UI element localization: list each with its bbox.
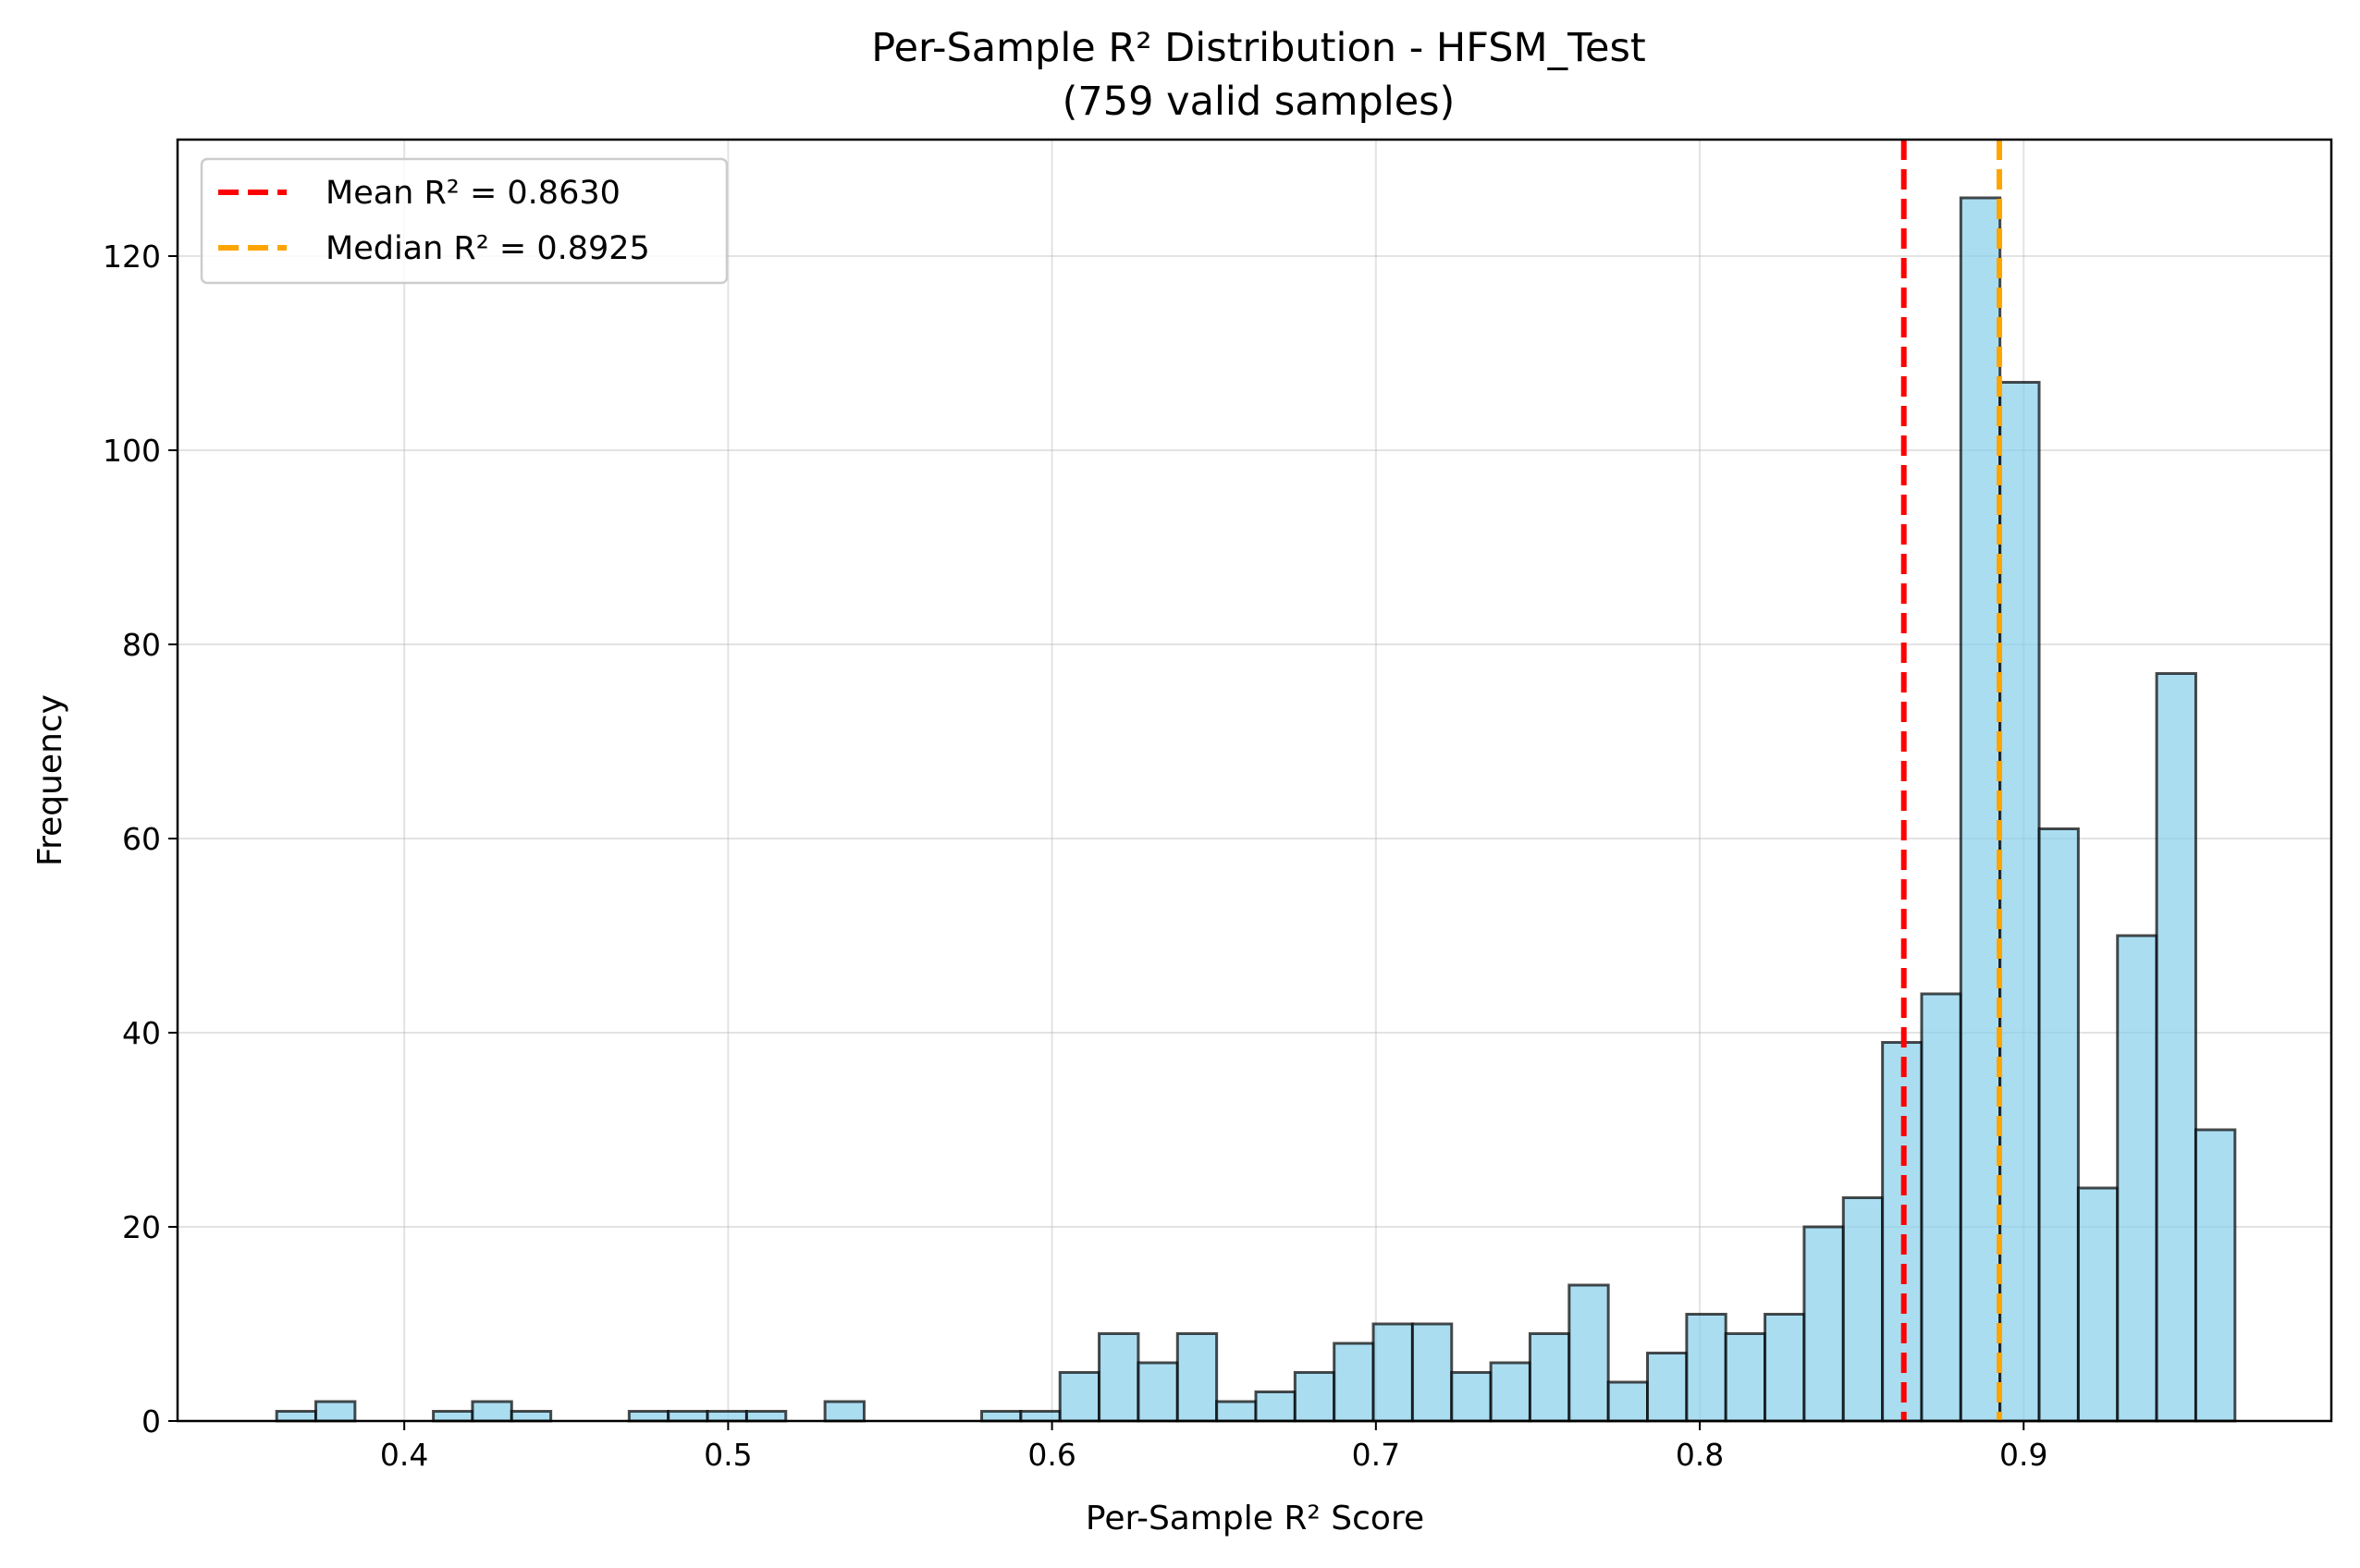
legend: Mean R² = 0.8630 Median R² = 0.8925 [200,157,729,285]
histogram-bar [1489,1361,1531,1423]
histogram-bar [275,1410,318,1423]
x-tick-label: 0.9 [1999,1437,2047,1473]
histogram-bar [510,1410,553,1423]
histogram-bar [1137,1361,1179,1423]
histogram-bar [1724,1332,1767,1423]
histogram-bar [2155,672,2197,1423]
histogram-bar [2116,934,2158,1423]
y-tick-label: 20 [122,1209,161,1245]
histogram-bar [432,1410,474,1423]
x-axis-ticks: 0.4 0.5 0.6 0.7 0.8 0.9 [380,1421,2048,1473]
histogram-bar [667,1410,709,1423]
legend-median-label: Median R² = 0.8925 [326,230,650,267]
x-tick-label: 0.5 [704,1437,752,1473]
histogram-bar [823,1400,866,1423]
x-tick-label: 0.7 [1352,1437,1400,1473]
histogram-bar [471,1400,513,1423]
histogram-bar [1293,1371,1336,1423]
histogram-bar [314,1400,357,1423]
histogram-bar [1058,1371,1101,1423]
histogram-bar [1215,1400,1258,1423]
y-tick-label: 100 [103,433,161,469]
histogram-bars [275,196,2237,1423]
histogram-bar [1528,1332,1571,1423]
histogram-bar [1646,1352,1689,1423]
histogram-bar [1841,1196,1885,1423]
histogram-bar [1371,1322,1414,1423]
histogram-bar [1254,1390,1297,1423]
y-tick-label: 40 [122,1015,161,1051]
y-tick-label: 80 [122,627,161,663]
chart-title-line-1: Per-Sample R² Distribution - HFSM_Test [871,25,1646,71]
histogram-bar [744,1410,788,1423]
histogram-bar [1019,1410,1062,1423]
histogram-bar [1450,1371,1493,1423]
y-tick-label: 0 [141,1403,161,1439]
reference-lines [1900,140,2003,1421]
x-tick-label: 0.6 [1027,1437,1076,1473]
x-axis-label: Per-Sample R² Score [1086,1500,1424,1537]
histogram-bar [2194,1128,2237,1423]
histogram-bar [1685,1313,1727,1423]
histogram-bar [2037,827,2080,1423]
histogram-bar [1920,992,1962,1423]
histogram-bar [1175,1332,1219,1423]
histogram-bar [1998,381,2041,1423]
histogram-bar [627,1410,670,1423]
y-tick-label: 60 [122,821,161,857]
legend-box [200,157,729,285]
histogram-bar [1098,1332,1140,1423]
plot-area-frame [176,138,2333,1423]
y-axis-ticks: 0 20 40 60 80 100 120 [103,239,178,1439]
histogram-bar [1410,1322,1454,1423]
histogram-bar [706,1410,748,1423]
x-tick-label: 0.4 [380,1437,428,1473]
histogram-bar [1802,1225,1845,1423]
y-tick-label: 120 [103,239,161,275]
histogram-bar [1606,1380,1650,1423]
histogram-bar [980,1410,1023,1423]
histogram-bar [1959,196,2002,1423]
histogram-bar [1764,1313,1806,1423]
histogram-bar [1567,1283,1610,1423]
legend-mean-label: Mean R² = 0.8630 [326,175,621,212]
chart-title-line-2: (759 valid samples) [1063,79,1456,125]
histogram-bar [2076,1186,2120,1423]
histogram-bar [1333,1341,1375,1423]
y-axis-label: Frequency [31,694,69,866]
x-tick-label: 0.8 [1676,1437,1724,1473]
